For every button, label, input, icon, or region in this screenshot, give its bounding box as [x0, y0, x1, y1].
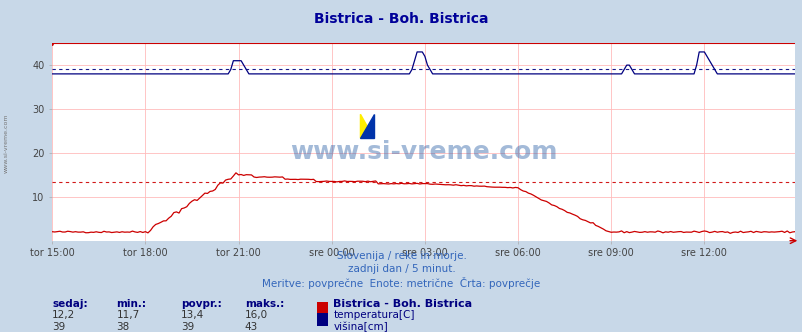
Text: Slovenija / reke in morje.: Slovenija / reke in morje. — [336, 251, 466, 261]
Text: min.:: min.: — [116, 299, 146, 309]
Text: povpr.:: povpr.: — [180, 299, 221, 309]
Text: 38: 38 — [116, 322, 130, 332]
Text: 11,7: 11,7 — [116, 310, 140, 320]
Polygon shape — [360, 114, 374, 138]
Text: zadnji dan / 5 minut.: zadnji dan / 5 minut. — [347, 264, 455, 274]
Text: 43: 43 — [245, 322, 258, 332]
Text: 12,2: 12,2 — [52, 310, 75, 320]
Text: Meritve: povprečne  Enote: metrične  Črta: povprečje: Meritve: povprečne Enote: metrične Črta:… — [262, 277, 540, 289]
Text: 39: 39 — [180, 322, 194, 332]
Text: sedaj:: sedaj: — [52, 299, 87, 309]
Polygon shape — [360, 114, 374, 138]
Text: 13,4: 13,4 — [180, 310, 204, 320]
Text: Bistrica - Boh. Bistrica: Bistrica - Boh. Bistrica — [314, 12, 488, 26]
Text: 16,0: 16,0 — [245, 310, 268, 320]
Text: www.si-vreme.com: www.si-vreme.com — [290, 140, 557, 164]
Text: višina[cm]: višina[cm] — [333, 322, 387, 332]
Text: www.si-vreme.com: www.si-vreme.com — [4, 113, 9, 173]
Text: temperatura[C]: temperatura[C] — [333, 310, 414, 320]
Text: 39: 39 — [52, 322, 66, 332]
Text: maks.:: maks.: — [245, 299, 284, 309]
Text: Bistrica - Boh. Bistrica: Bistrica - Boh. Bistrica — [333, 299, 472, 309]
